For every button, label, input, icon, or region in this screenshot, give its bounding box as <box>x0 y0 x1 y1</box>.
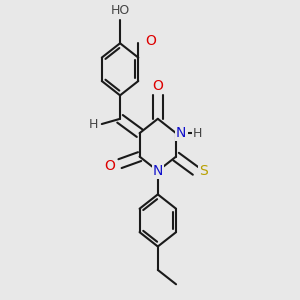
Text: N: N <box>176 126 186 140</box>
Text: HO: HO <box>110 4 130 17</box>
Text: H: H <box>88 118 98 130</box>
Text: O: O <box>105 159 116 173</box>
Text: N: N <box>153 164 163 178</box>
Text: H: H <box>193 127 202 140</box>
Text: S: S <box>200 164 208 178</box>
Text: O: O <box>152 79 163 93</box>
Text: O: O <box>145 34 156 48</box>
